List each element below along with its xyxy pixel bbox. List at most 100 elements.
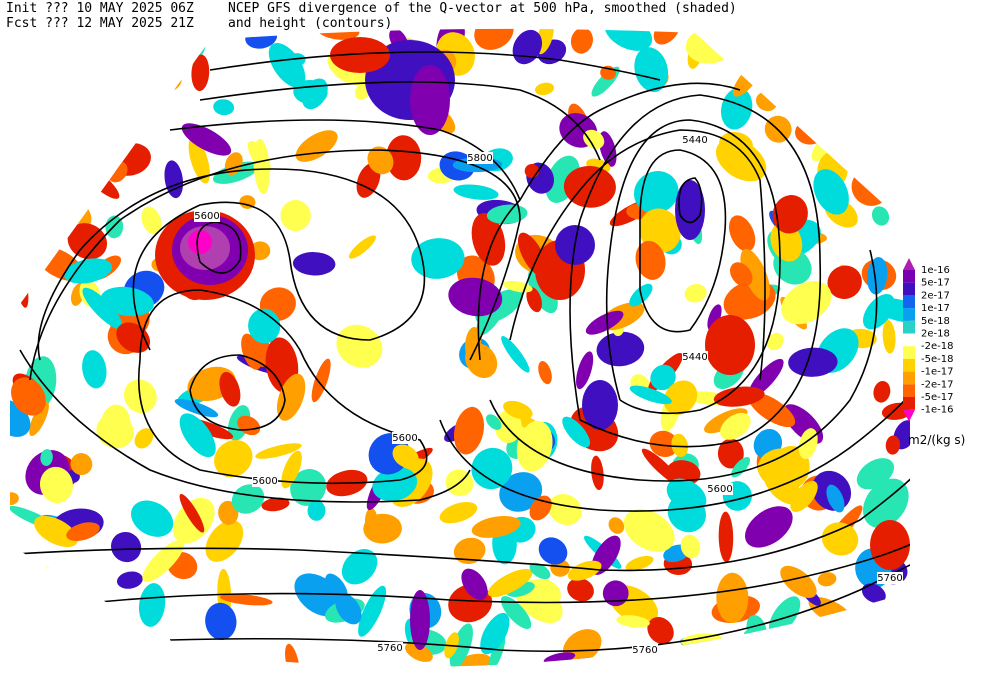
contour — [69, 539, 910, 606]
shade-blob — [871, 87, 910, 118]
shade-blob — [448, 277, 503, 317]
colorbar-label: -5e-18 — [921, 354, 953, 365]
contour-label-bg — [682, 134, 708, 146]
colorbar-label: 2e-18 — [921, 329, 950, 340]
shade-blob — [647, 616, 674, 645]
shade-blob — [867, 257, 888, 295]
shade-blob — [248, 308, 281, 344]
contour — [199, 81, 601, 161]
colorbar-box — [903, 282, 915, 296]
shade-blob — [772, 195, 808, 234]
colorbar-label: -1e-17 — [921, 367, 953, 378]
shade-blob — [179, 493, 205, 533]
shade-blob — [336, 324, 383, 368]
shade-blob — [10, 597, 25, 631]
shade-blob — [766, 332, 784, 351]
shade-blob — [110, 531, 142, 563]
shade-blob — [179, 413, 216, 458]
shade-blob — [39, 466, 74, 504]
contour — [138, 289, 428, 485]
map-subtitle: and height (contours) — [228, 16, 392, 31]
shade-blob — [34, 515, 78, 548]
shade-blob — [82, 287, 123, 330]
shade-blob — [142, 540, 185, 583]
shade-blob — [563, 165, 616, 208]
shade-blob — [891, 141, 910, 164]
contour — [29, 149, 521, 381]
contour — [439, 379, 910, 512]
contour — [477, 82, 741, 361]
shade-blob — [116, 571, 143, 589]
shade-blob — [731, 457, 751, 478]
shade-blob — [292, 252, 336, 276]
shade-blob — [100, 404, 131, 445]
shade-blob — [363, 513, 402, 544]
shade-blob — [623, 509, 675, 552]
shade-blob — [873, 380, 891, 403]
shade-blob — [885, 435, 901, 455]
contour — [639, 149, 727, 333]
shade-blob — [62, 79, 102, 120]
contour-label: 5800 — [467, 153, 492, 164]
shade-blob — [861, 583, 886, 604]
shade-blob — [748, 392, 796, 428]
shade-blob — [666, 478, 707, 512]
shade-blob — [827, 265, 862, 299]
shade-blob — [138, 583, 166, 627]
shade-blob — [82, 350, 107, 389]
shade-blob — [503, 400, 533, 420]
shade-blob — [181, 123, 232, 156]
contour — [209, 51, 661, 81]
shade-blob — [604, 28, 653, 51]
contour — [189, 354, 286, 431]
contour-label: 5760 — [877, 573, 902, 584]
shade-blob — [585, 310, 624, 335]
shade-blob — [663, 380, 698, 415]
shade-blob — [500, 596, 532, 629]
shade-blob — [616, 615, 650, 628]
contour-label-bg — [194, 210, 220, 222]
shade-blob — [137, 31, 158, 55]
shade-blob — [25, 213, 49, 237]
contour-label: 5440 — [682, 352, 707, 363]
colorbar-top-arrow — [903, 258, 915, 270]
shade-blob — [471, 213, 506, 266]
shade-blob — [716, 572, 749, 624]
shade-blob — [35, 566, 51, 600]
shade-blob — [66, 522, 100, 541]
contour — [569, 94, 822, 448]
colorbar-box — [903, 295, 915, 309]
shade-blob — [729, 215, 756, 252]
shade-blob — [367, 146, 394, 175]
shade-blob — [885, 151, 910, 193]
colorbar-label: -5e-17 — [921, 392, 953, 403]
colorbar-box — [903, 371, 915, 385]
shade-blob — [634, 47, 669, 93]
shade-blob — [62, 85, 105, 103]
contour-label-bg — [467, 152, 493, 164]
shade-blob — [131, 500, 174, 537]
contour-label-bg — [252, 475, 278, 487]
contour-labels: 5600 5800 5440 5440 5600 5600 5600 5760 5760 5760 — [194, 134, 903, 656]
shade-blob — [191, 54, 210, 92]
shade-blob — [164, 160, 184, 199]
contour-label-bg — [392, 432, 418, 444]
shade-blob — [358, 585, 387, 637]
shade-feature — [410, 590, 430, 650]
shade-blob — [253, 138, 270, 195]
contour-label: 5600 — [252, 476, 277, 487]
shade-feature — [582, 380, 618, 430]
shade-blob — [480, 612, 510, 655]
shade-blob — [882, 599, 910, 641]
shade-blob — [58, 66, 81, 96]
shade-blob — [29, 61, 59, 85]
shade-blob — [348, 235, 376, 259]
shade-blob — [29, 400, 49, 437]
shade-blob — [501, 336, 530, 373]
shade-blob — [100, 286, 154, 317]
shade-blob — [548, 493, 582, 526]
shade-blob — [866, 115, 902, 141]
shade-blob — [757, 448, 810, 488]
contour — [169, 119, 521, 201]
